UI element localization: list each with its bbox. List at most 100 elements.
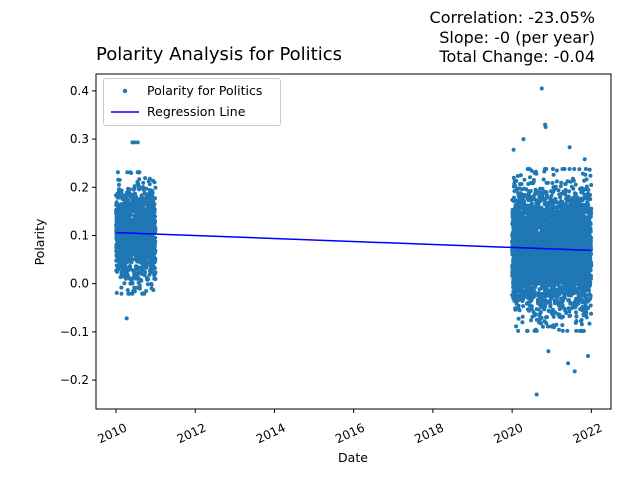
data-point (526, 182, 531, 186)
data-point (119, 270, 124, 275)
data-point (123, 233, 128, 238)
data-point (550, 198, 555, 203)
data-point (585, 200, 590, 205)
data-point (542, 302, 547, 307)
data-point (122, 281, 127, 286)
data-point (511, 184, 516, 189)
data-point (114, 290, 119, 295)
data-point (127, 291, 132, 296)
data-point (539, 211, 544, 216)
data-point (574, 319, 579, 323)
data-point (142, 249, 147, 254)
data-point (136, 256, 141, 261)
data-point (152, 272, 157, 277)
data-point (152, 242, 157, 247)
data-point (545, 324, 550, 329)
data-point (147, 190, 152, 195)
data-point (148, 188, 152, 192)
data-point (139, 256, 143, 261)
data-point (545, 270, 550, 275)
data-point (143, 255, 148, 260)
data-point (138, 216, 143, 221)
data-point (130, 201, 135, 206)
data-point (132, 184, 137, 189)
data-point (532, 290, 537, 295)
data-point (543, 294, 548, 299)
data-point (560, 167, 565, 171)
data-point (125, 252, 130, 257)
data-point (512, 195, 516, 200)
data-point (521, 304, 526, 309)
data-point (568, 301, 573, 306)
data-point (140, 291, 145, 296)
data-point (115, 248, 120, 253)
data-point (125, 170, 130, 175)
data-point (584, 315, 589, 320)
data-point (142, 273, 147, 278)
data-point (117, 178, 122, 182)
data-point (569, 306, 574, 311)
data-point (516, 219, 521, 224)
data-point (533, 327, 538, 332)
data-point (152, 221, 157, 226)
data-point (123, 249, 128, 254)
data-point (577, 328, 582, 333)
data-point (529, 318, 533, 323)
data-point (122, 254, 127, 259)
data-point (115, 195, 120, 200)
data-point (151, 212, 156, 217)
data-point (581, 328, 586, 333)
data-point (144, 238, 149, 243)
data-point (557, 312, 562, 317)
data-point (129, 254, 134, 259)
data-point (588, 229, 593, 234)
data-point (137, 201, 142, 206)
data-point (144, 218, 149, 223)
data-point (567, 298, 572, 303)
data-point (114, 258, 119, 263)
data-point (550, 202, 554, 207)
data-point (141, 185, 146, 190)
data-point (549, 193, 554, 198)
data-point (567, 189, 572, 194)
data-point (134, 198, 139, 203)
data-point (153, 185, 158, 190)
data-point (118, 263, 123, 268)
data-point (116, 237, 121, 241)
data-point (139, 271, 144, 276)
data-point (145, 282, 150, 287)
data-point (544, 180, 549, 185)
data-point (149, 235, 154, 240)
data-point (152, 202, 157, 207)
data-point (139, 219, 144, 224)
data-point (516, 328, 521, 333)
data-point (151, 288, 156, 292)
data-point (136, 213, 141, 218)
data-point (137, 286, 142, 291)
data-point (571, 203, 576, 208)
data-point (520, 320, 525, 325)
data-point (137, 187, 141, 192)
data-point (130, 225, 134, 230)
data-point (142, 223, 147, 227)
data-point (148, 255, 153, 260)
data-point (559, 180, 564, 185)
data-point (567, 309, 572, 314)
data-point (510, 252, 515, 257)
data-point (144, 186, 149, 191)
data-point (585, 299, 590, 304)
data-point (120, 234, 125, 239)
data-point (550, 181, 555, 185)
data-point (576, 296, 581, 301)
data-point (522, 177, 527, 182)
data-point (126, 205, 131, 210)
data-point (574, 310, 578, 315)
data-point (544, 193, 549, 198)
data-point (135, 253, 140, 258)
data-point (125, 239, 130, 244)
data-point (133, 249, 138, 254)
data-point (135, 170, 140, 175)
data-point (513, 306, 518, 311)
data-point (568, 208, 573, 213)
data-point (525, 328, 530, 333)
